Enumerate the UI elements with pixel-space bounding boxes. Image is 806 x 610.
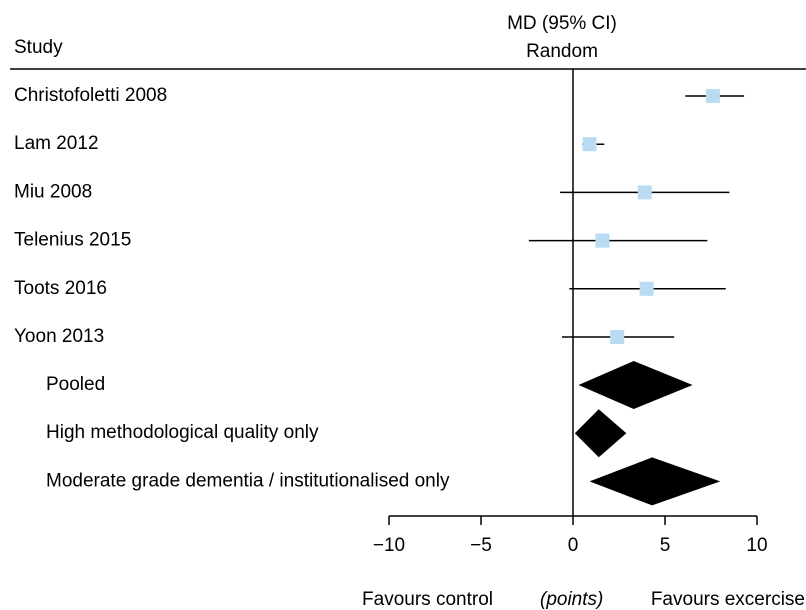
x-label-left: Favours control <box>362 589 493 610</box>
pooled-label: High methodological quality only <box>46 422 319 443</box>
x-label-unit: (points) <box>540 589 603 610</box>
title-line: Random <box>526 41 598 62</box>
pooled-diamond <box>578 361 693 409</box>
study-label: Christofoletti 2008 <box>14 85 167 106</box>
x-tick-label: −5 <box>470 535 492 556</box>
pooled-diamond <box>574 409 627 458</box>
study-label: Miu 2008 <box>14 181 92 202</box>
point-estimate <box>639 281 654 296</box>
column-header: Study <box>14 37 63 58</box>
study-label: Lam 2012 <box>14 133 99 154</box>
pooled-label: Moderate grade dementia / institutionali… <box>46 470 450 491</box>
pooled-label: Pooled <box>46 374 105 395</box>
study-label: Yoon 2013 <box>14 326 104 347</box>
study-label: Telenius 2015 <box>14 230 131 251</box>
x-tick-label: 5 <box>660 535 671 556</box>
pooled-diamond <box>589 457 721 506</box>
point-estimate <box>705 89 720 103</box>
point-estimate <box>582 137 597 152</box>
study-label: Toots 2016 <box>14 278 107 299</box>
point-estimate <box>637 185 652 200</box>
x-tick-label: 10 <box>746 535 767 556</box>
title-line: MD (95% CI) <box>507 13 617 34</box>
point-estimate <box>610 330 625 344</box>
x-tick-label: −10 <box>373 535 405 556</box>
x-tick-label: 0 <box>568 535 579 556</box>
point-estimate <box>595 233 610 248</box>
x-label-right: Favours excercise <box>651 589 805 610</box>
